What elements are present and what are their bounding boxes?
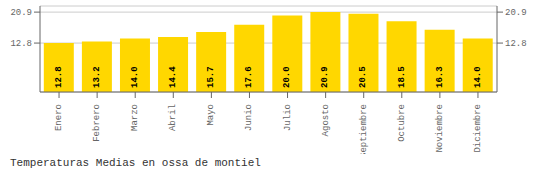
svg-text:14.0: 14.0 bbox=[130, 66, 140, 88]
svg-text:18.5: 18.5 bbox=[397, 66, 407, 88]
svg-text:Julio: Julio bbox=[283, 104, 293, 131]
svg-text:Diciembre: Diciembre bbox=[473, 104, 483, 153]
svg-text:20.9: 20.9 bbox=[505, 8, 527, 18]
svg-text:Agosto: Agosto bbox=[321, 104, 331, 136]
svg-text:Septiembre: Septiembre bbox=[359, 104, 369, 154]
svg-text:16.3: 16.3 bbox=[435, 66, 445, 88]
svg-text:Abril: Abril bbox=[168, 104, 178, 131]
svg-text:14.0: 14.0 bbox=[473, 66, 483, 88]
svg-text:Octubre: Octubre bbox=[397, 104, 407, 142]
svg-text:Junio: Junio bbox=[244, 104, 254, 131]
svg-text:13.2: 13.2 bbox=[92, 66, 102, 88]
svg-text:17.6: 17.6 bbox=[244, 66, 254, 88]
svg-text:Noviembre: Noviembre bbox=[435, 104, 445, 153]
svg-text:Enero: Enero bbox=[54, 104, 64, 131]
svg-text:20.9: 20.9 bbox=[320, 66, 330, 88]
svg-text:Marzo: Marzo bbox=[130, 104, 140, 131]
svg-text:Febrero: Febrero bbox=[92, 104, 102, 142]
svg-text:12.8: 12.8 bbox=[54, 66, 64, 88]
html-text:Temperaturas Medias en ossa de: Temperaturas Medias en ossa de montiel bbox=[10, 157, 261, 169]
svg-text:20.5: 20.5 bbox=[358, 66, 368, 88]
svg-text:12.8: 12.8 bbox=[505, 39, 527, 49]
svg-text:Mayo: Mayo bbox=[206, 104, 216, 126]
svg-text:14.4: 14.4 bbox=[168, 66, 178, 88]
svg-text:20.9: 20.9 bbox=[10, 8, 32, 18]
svg-text:20.0: 20.0 bbox=[282, 66, 292, 88]
svg-text:12.8: 12.8 bbox=[10, 39, 32, 49]
svg-text:15.7: 15.7 bbox=[206, 66, 216, 88]
